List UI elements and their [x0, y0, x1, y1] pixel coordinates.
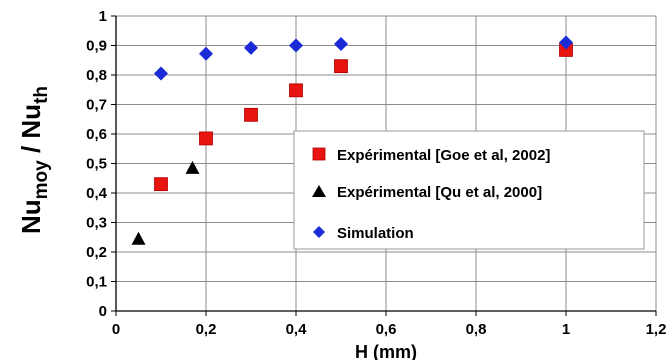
- data-point-series-3: [559, 35, 573, 50]
- y-tick-label: 0,4: [86, 185, 108, 202]
- legend-marker-goe: [312, 147, 326, 161]
- legend-marker-qu: [312, 185, 326, 197]
- data-point-series-3: [154, 66, 168, 81]
- data-point-series-2: [185, 160, 200, 174]
- data-point-series-1: [154, 177, 168, 192]
- data-point-series-2: [131, 231, 146, 245]
- y-tick-label: 0,8: [86, 67, 107, 84]
- legend-label-goe: Expérimental [Goe et al, 2002]: [337, 147, 550, 164]
- y-tick-label: 0,3: [86, 215, 107, 232]
- data-point-series-1: [199, 131, 213, 146]
- y-tick-label: 0,2: [86, 244, 107, 261]
- y-tick-label: 0,7: [86, 97, 107, 114]
- x-tick-label: 0,6: [376, 321, 397, 338]
- legend-marker-simulation: [313, 226, 325, 238]
- x-tick-label: 0: [112, 321, 120, 338]
- data-point-series-3: [244, 40, 258, 55]
- data-point-series-1: [334, 59, 348, 74]
- y-axis-title-sep: / Nu: [16, 104, 46, 160]
- data-point-series-3: [199, 46, 213, 61]
- y-tick-label: 1: [99, 8, 107, 25]
- tick-labels: 0 0,1 0,2 0,3 0,4 0,5 0,6 0,7 0,8 0,9 1 0 0,2 0,4 0,6 0…: [86, 8, 666, 338]
- y-axis-title-sub1: moy: [31, 160, 52, 200]
- data-point-series-3: [334, 37, 348, 52]
- x-tick-label: 1: [562, 321, 570, 338]
- y-axis-title-main: Nu: [16, 199, 46, 234]
- y-axis-title: Numoy / Nuth: [16, 86, 52, 234]
- y-tick-label: 0,5: [86, 156, 107, 173]
- y-tick-label: 0,1: [86, 274, 107, 291]
- legend-label-simulation: Simulation: [337, 225, 414, 242]
- y-axis-title-sub2: th: [31, 86, 52, 104]
- y-tick-label: 0: [99, 303, 107, 320]
- legend-box: [293, 130, 645, 250]
- data-point-series-3: [289, 38, 303, 53]
- x-tick-label: 0,2: [196, 321, 217, 338]
- x-tick-label: 0,8: [466, 321, 487, 338]
- data-points: [131, 35, 573, 245]
- axes: [111, 15, 657, 316]
- x-tick-label: 1,2: [646, 321, 667, 338]
- y-tick-label: 0,6: [86, 126, 107, 143]
- y-tick-label: 0,9: [86, 38, 107, 55]
- legend-label-qu: Expérimental [Qu et al, 2000]: [337, 184, 542, 201]
- x-tick-label: 0,4: [286, 321, 308, 338]
- data-point-series-1: [244, 107, 258, 122]
- data-point-series-1: [289, 83, 303, 98]
- legend: Expérimental [Goe et al, 2002] Expérimen…: [293, 130, 645, 250]
- svg-text:Numoy / Nuth: Numoy / Nuth: [16, 86, 52, 234]
- x-axis-title: H (mm): [355, 342, 417, 360]
